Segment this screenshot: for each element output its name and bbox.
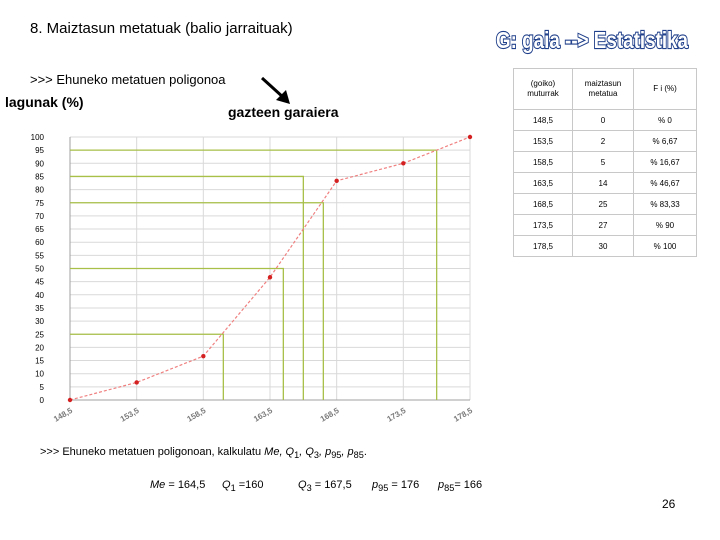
y-tick-label: 60	[35, 238, 44, 247]
y-tick-label: 75	[35, 199, 44, 208]
y-tick-label: 5	[40, 383, 45, 392]
y-tick-label: 15	[35, 357, 44, 366]
question-sub: 1	[294, 450, 300, 461]
y-tick-label: 70	[35, 212, 44, 221]
question-var: , p	[341, 446, 354, 458]
frequency-table: (goiko) muturrak maiztasun metatua F i (…	[513, 68, 697, 257]
page-number: 26	[662, 497, 676, 511]
y-tick-label: 25	[35, 330, 44, 339]
result-q1: Q1 =160	[222, 479, 264, 494]
chart-title: gazteen garaiera	[228, 104, 339, 120]
cell-cumulative-frequency: 14	[572, 172, 634, 194]
y-tick-label: 90	[35, 159, 44, 168]
x-tick-label: 148,5	[52, 406, 74, 424]
question-end: .	[363, 446, 367, 458]
cell-upper-bound: 148,5	[513, 109, 573, 131]
data-point	[267, 275, 273, 280]
y-tick-label: 80	[35, 186, 44, 195]
y-axis-label: lagunak (%)	[5, 94, 84, 110]
x-tick-label: 153,5	[119, 406, 141, 424]
cell-upper-bound: 173,5	[513, 214, 573, 236]
table-row: 163,5 14% 46,67	[513, 172, 697, 194]
guide-line-p95	[70, 149, 438, 400]
guide-line-q3	[70, 202, 324, 400]
x-tick-label: 158,5	[185, 406, 207, 424]
table-row: 148,5 0% 0	[513, 109, 697, 131]
y-tick-label: 35	[35, 304, 44, 313]
question-prefix: >>> Ehuneko metatuen poligonoan, kalkula…	[40, 446, 265, 458]
result-q3: Q3 = 167,5	[298, 479, 352, 494]
result-median: Me = 164,5	[150, 479, 206, 491]
topic-logo: G: gaia --> Estatistika	[495, 26, 689, 54]
question-var: , Q	[299, 446, 314, 458]
x-tick-label: 163,5	[252, 406, 274, 424]
cell-cumulative-percent: % 90	[633, 214, 697, 236]
question-sub: 3	[313, 450, 319, 461]
exercise-question: >>> Ehuneko metatuen poligonoan, kalkula…	[40, 446, 367, 460]
question-sub: 85	[353, 450, 364, 461]
y-tick-label: 0	[40, 396, 45, 405]
data-point	[334, 178, 339, 184]
slide-title: 8. Maiztasun metatuak (balio jarraituak)	[30, 20, 293, 37]
cell-upper-bound: 163,5	[513, 172, 573, 194]
cell-upper-bound: 158,5	[513, 151, 573, 173]
cell-upper-bound: 168,5	[513, 193, 573, 215]
x-tick-label: 178,5	[452, 406, 474, 424]
result-p95: p95 = 176	[372, 479, 420, 494]
y-tick-label: 20	[35, 343, 44, 352]
arrow-icon	[260, 76, 290, 104]
question-var: Me	[264, 446, 280, 458]
y-tick-label: 65	[35, 225, 44, 234]
cell-cumulative-percent: % 100	[633, 235, 697, 257]
topic-logo-text: G: gaia --> Estatistika	[496, 27, 688, 53]
guide-line-q1	[70, 333, 224, 400]
table-row: 173,5 27% 90	[513, 214, 697, 236]
data-point	[201, 353, 206, 359]
table-row: 153,5 2% 6,67	[513, 130, 697, 152]
guide-line-p85	[70, 175, 304, 400]
y-tick-label: 55	[35, 251, 44, 260]
table-row: 158,5 5% 16,67	[513, 151, 697, 173]
cell-cumulative-frequency: 0	[572, 109, 634, 131]
cell-cumulative-frequency: 25	[572, 193, 634, 215]
question-var: , p	[318, 446, 332, 458]
header-cumulative-frequency: maiztasun metatua	[572, 68, 634, 110]
y-tick-label: 10	[35, 370, 44, 379]
y-tick-label: 85	[35, 172, 44, 181]
table-row: 178,5 30% 100	[513, 235, 697, 257]
section-subtitle: >>> Ehuneko metatuen poligonoa	[30, 72, 226, 87]
data-point	[134, 380, 139, 385]
cell-cumulative-frequency: 27	[572, 214, 634, 236]
cell-upper-bound: 153,5	[513, 130, 573, 152]
y-tick-label: 95	[35, 146, 44, 155]
cell-cumulative-frequency: 5	[572, 151, 634, 173]
y-tick-label: 30	[35, 317, 44, 326]
header-upper-bounds: (goiko) muturrak	[513, 68, 573, 110]
data-point	[401, 161, 406, 166]
question-sub: 95	[331, 450, 342, 461]
table-header-row: (goiko) muturrak maiztasun metatua F i (…	[513, 68, 697, 110]
cell-upper-bound: 178,5	[513, 235, 573, 257]
table-row: 168,5 25% 83,33	[513, 193, 697, 215]
data-point	[467, 134, 473, 140]
data-point	[67, 397, 73, 403]
y-tick-label: 50	[35, 265, 44, 274]
guide-line-me	[70, 267, 284, 400]
cell-cumulative-frequency: 2	[572, 130, 634, 152]
question-var: , Q	[279, 446, 295, 458]
cell-cumulative-percent: % 6,67	[633, 130, 697, 152]
x-tick-label: 173,5	[385, 406, 407, 424]
cell-cumulative-percent: % 83,33	[633, 193, 697, 215]
header-cumulative-percent: F i (%)	[633, 68, 697, 110]
cell-cumulative-frequency: 30	[572, 235, 634, 257]
x-tick-label: 168,5	[319, 406, 341, 424]
y-tick-label: 45	[35, 278, 44, 287]
result-p85: p85= 166	[438, 479, 483, 494]
cell-cumulative-percent: % 0	[633, 109, 697, 131]
cell-cumulative-percent: % 46,67	[633, 172, 697, 194]
y-tick-label: 40	[35, 291, 44, 300]
y-tick-label: 100	[31, 133, 45, 142]
cell-cumulative-percent: % 16,67	[633, 151, 697, 173]
